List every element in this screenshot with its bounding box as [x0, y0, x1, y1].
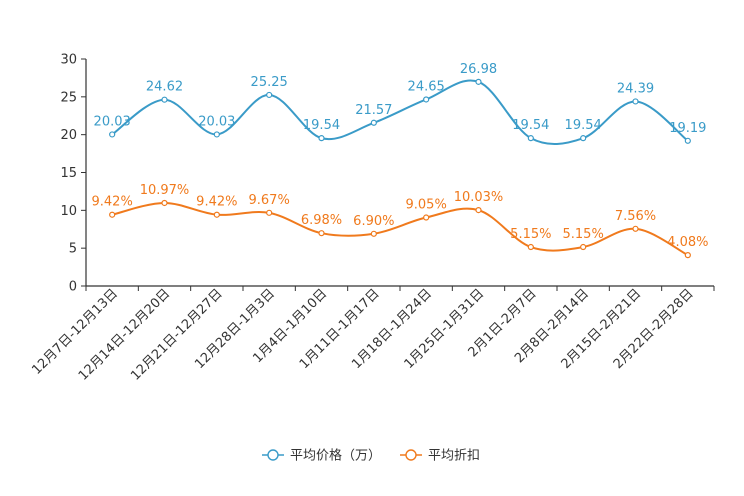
legend-label: 平均价格（万）	[290, 448, 381, 464]
data-point[interactable]	[475, 78, 482, 85]
data-point[interactable]	[213, 131, 220, 138]
data-point[interactable]	[423, 214, 430, 221]
data-label: 25.25	[251, 75, 288, 90]
legend-label: 平均折扣	[428, 449, 480, 464]
data-point[interactable]	[632, 98, 639, 105]
legend-item-2[interactable]: 平均折扣	[400, 449, 480, 464]
legend-item-1[interactable]: 平均价格（万）	[262, 448, 381, 464]
y-tick-label: 5	[69, 242, 77, 257]
data-label: 10.97%	[140, 183, 190, 198]
data-point[interactable]	[580, 243, 587, 251]
data-point[interactable]	[109, 211, 116, 218]
data-label: 6.90%	[353, 214, 394, 229]
series-2: 9.42% 10.97% 9.42% 9.67% 6.98% 6.90% 9.05% 10.0…	[92, 183, 708, 259]
y-tick-label: 15	[60, 166, 77, 181]
data-point[interactable]	[318, 230, 325, 237]
data-point[interactable]	[475, 207, 482, 214]
data-point[interactable]	[161, 96, 168, 103]
data-label: 10.03%	[454, 190, 504, 205]
series-1: 20.03 24.62 20.03 25.25 19.54 21.57 24.65 26.98…	[94, 62, 706, 145]
data-point[interactable]	[213, 211, 220, 218]
data-label: 9.67%	[249, 193, 290, 208]
data-label: 19.54	[512, 118, 549, 133]
y-tick-label: 30	[60, 53, 77, 68]
data-point[interactable]	[423, 96, 430, 103]
x-tick-label: 12月14日-12月20日	[76, 286, 173, 383]
data-point[interactable]	[318, 135, 325, 142]
y-tick-label: 0	[69, 280, 77, 295]
data-point[interactable]	[527, 243, 534, 251]
data-label: 19.19	[669, 121, 706, 136]
legend: 平均价格（万） 平均折扣	[262, 448, 480, 464]
data-label: 19.54	[303, 118, 340, 133]
data-label: 6.98%	[301, 213, 342, 228]
data-point[interactable]	[109, 131, 116, 138]
data-point[interactable]	[684, 137, 691, 144]
data-label: 24.39	[617, 81, 654, 96]
data-label: 4.08%	[667, 235, 708, 250]
x-tick-label: 12月21日-12月27日	[128, 286, 225, 383]
data-label: 9.42%	[92, 195, 133, 210]
data-label: 19.54	[565, 118, 602, 133]
data-point[interactable]	[684, 252, 691, 259]
data-label: 24.65	[408, 79, 445, 94]
y-tick-label: 25	[60, 90, 77, 105]
data-label: 9.42%	[196, 195, 237, 210]
data-point[interactable]	[580, 135, 587, 142]
data-point[interactable]	[266, 91, 273, 99]
data-label: 5.15%	[510, 227, 551, 242]
data-label: 9.05%	[406, 198, 447, 213]
data-point[interactable]	[370, 119, 377, 126]
data-label: 24.62	[146, 80, 183, 95]
data-point[interactable]	[161, 199, 168, 207]
data-label: 26.98	[460, 62, 497, 77]
data-point[interactable]	[632, 225, 639, 232]
data-label: 21.57	[355, 103, 392, 118]
data-label: 5.15%	[563, 227, 604, 242]
y-tick-label: 20	[60, 128, 77, 143]
data-point[interactable]	[370, 230, 377, 237]
series-line	[111, 79, 689, 145]
data-point[interactable]	[527, 135, 534, 142]
legend-marker-icon	[405, 449, 417, 461]
y-tick-label: 10	[60, 204, 77, 219]
x-tick-label: 12月7日-12月13日	[29, 286, 121, 378]
legend-marker-icon	[267, 449, 279, 461]
series-layer: 20.03 24.62 20.03 25.25 19.54 21.57 24.65 26.98…	[92, 62, 708, 259]
data-label: 20.03	[198, 114, 235, 129]
series-line	[111, 201, 689, 257]
data-label: 20.03	[94, 114, 131, 129]
data-point[interactable]	[266, 209, 273, 216]
data-label: 7.56%	[615, 209, 656, 224]
